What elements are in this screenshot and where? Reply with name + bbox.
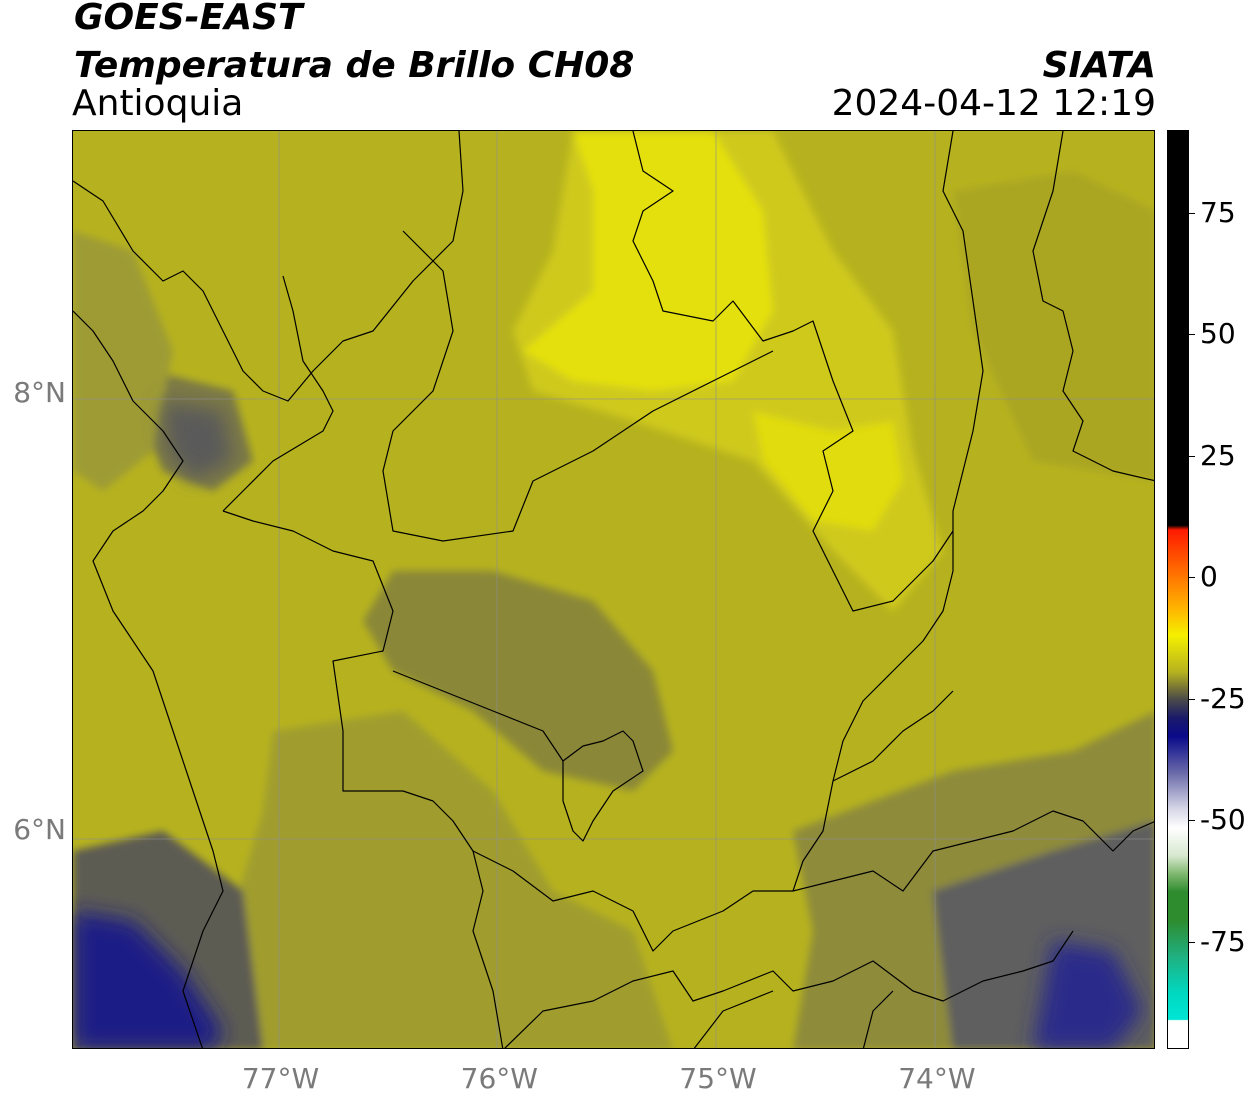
field-dark-gray-west <box>163 401 233 481</box>
field-olive-central <box>363 571 673 791</box>
boundary-central <box>392 670 564 762</box>
brightness-temperature-map <box>73 131 1154 1048</box>
boundary-santander <box>1032 131 1154 482</box>
colorbar-tick-mark <box>1189 212 1195 214</box>
boundary-east-river <box>792 131 984 892</box>
colorbar-tick-mark <box>1189 455 1195 457</box>
lat-tick-label: 6°N <box>13 813 66 847</box>
lon-tick-label: 74°W <box>898 1062 976 1095</box>
colorbar-tick-mark <box>1189 698 1195 700</box>
colorbar <box>1167 130 1189 1049</box>
colorbar-tick-mark <box>1189 334 1195 336</box>
field-east-band <box>953 171 1154 481</box>
colorbar-tick-label: -75 <box>1200 925 1246 959</box>
field-dim-south <box>223 711 673 1048</box>
colorbar-tick-label: 0 <box>1200 560 1218 594</box>
graticule <box>73 131 1154 1048</box>
colorbar-tick-label: -50 <box>1200 803 1246 837</box>
colorbar-gradient <box>1168 131 1188 1048</box>
coastline-gulf <box>222 275 334 512</box>
product-title: Temperatura de Brillo CH08 <box>74 45 635 86</box>
boundary-south-2 <box>693 990 774 1048</box>
colorbar-tick-mark <box>1189 577 1195 579</box>
boundary-choco-antioquia <box>222 510 504 1048</box>
coastline-west <box>73 310 224 1048</box>
boundary-south-3 <box>862 990 894 1048</box>
lon-tick-label: 77°W <box>241 1062 320 1095</box>
boundaries <box>73 131 1154 1048</box>
satellite-title: GOES-EAST <box>74 0 303 38</box>
colorbar-tick-mark <box>1189 942 1195 944</box>
field-navy-southwest <box>73 911 223 1048</box>
colorbar-tick-label: 75 <box>1200 195 1236 229</box>
lon-tick-label: 75°W <box>679 1062 757 1095</box>
boundary-magdalena-medio <box>832 690 954 782</box>
boundary-cordoba-north <box>382 230 774 542</box>
region-label: Antioquia <box>72 83 244 124</box>
lat-tick-label: 8°N <box>13 375 66 409</box>
field-navy-southeast <box>1033 941 1143 1048</box>
colorbar-tick-mark <box>1189 820 1195 822</box>
agency-label: SIATA <box>1042 45 1156 86</box>
lon-tick-label: 76°W <box>460 1062 538 1095</box>
colorbar-tick-label: 25 <box>1200 438 1236 472</box>
field-dim-west <box>73 231 173 491</box>
boundary-bolivar <box>632 131 954 612</box>
coastline-urabá <box>73 131 464 402</box>
medellin-area <box>562 730 644 842</box>
boundary-south-1 <box>504 930 1074 1048</box>
colorbar-tick-label: -25 <box>1200 681 1246 715</box>
field-bright-yellow-1 <box>523 131 773 391</box>
map-panel <box>72 130 1155 1049</box>
boundary-caldas <box>472 810 1154 952</box>
datetime-label: 2024-04-12 12:19 <box>831 83 1156 124</box>
colorbar-tick-label: 50 <box>1200 317 1236 351</box>
